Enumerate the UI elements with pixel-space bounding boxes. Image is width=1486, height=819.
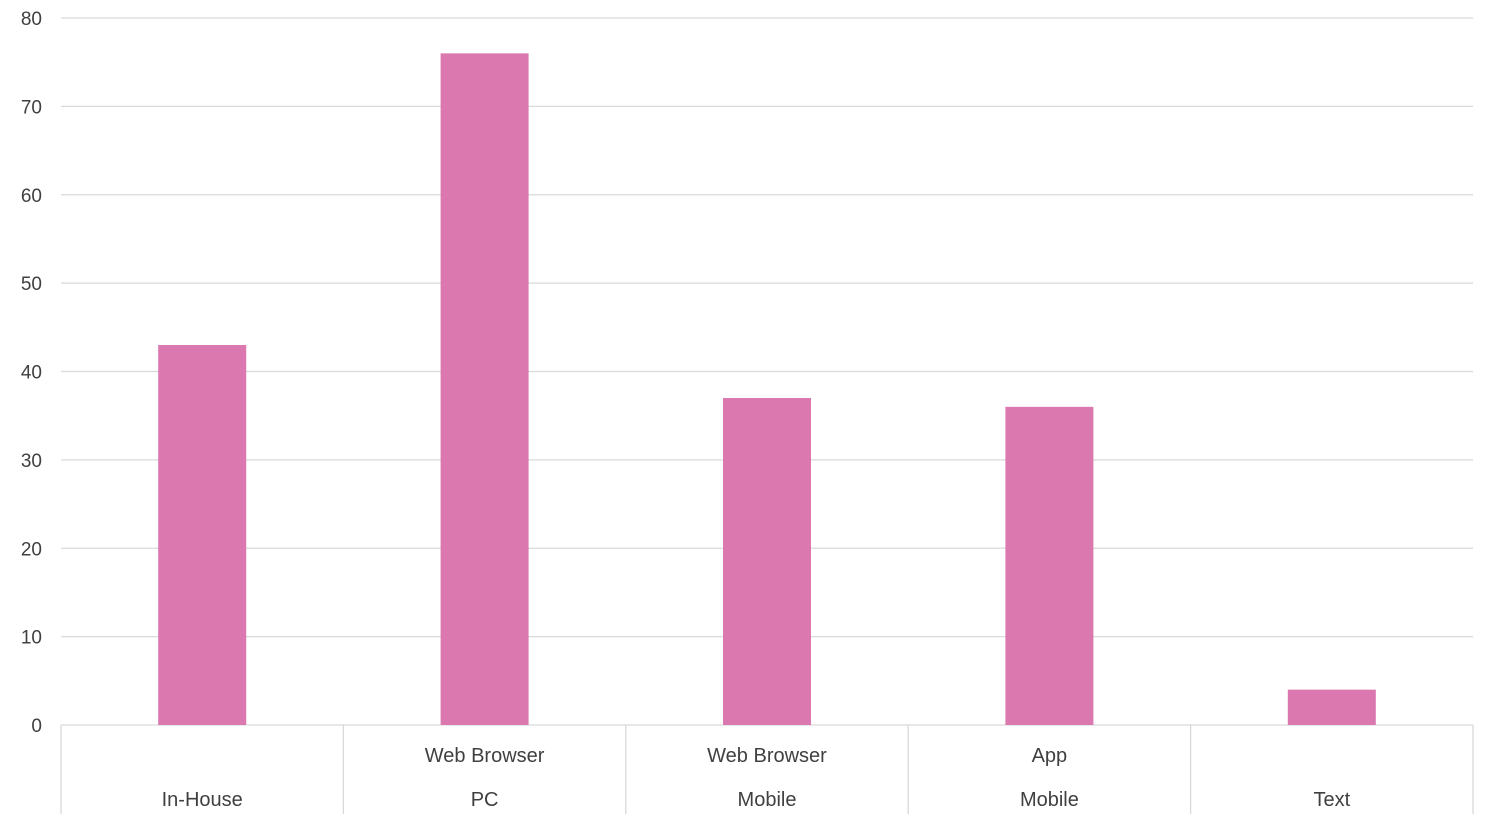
x-category-label-lower: Mobile (738, 789, 797, 811)
y-tick-label: 30 (21, 451, 42, 472)
bar (158, 344, 247, 725)
y-tick-label: 40 (21, 363, 42, 384)
bar (1287, 689, 1376, 725)
x-category-label-upper: Web Browser (425, 745, 545, 767)
y-tick-label: 70 (21, 97, 42, 118)
x-category-label-lower: In-House (162, 789, 243, 811)
x-category-label-lower: Text (1313, 789, 1350, 811)
y-tick-label: 10 (21, 628, 42, 649)
bars (158, 53, 1376, 726)
x-category-label-upper: App (1032, 745, 1068, 767)
x-category-label-lower: Mobile (1020, 789, 1079, 811)
gridlines (60, 17, 1474, 814)
x-axis-categories: In-House Web Browser PC Web Browser Mobile Ap… (162, 745, 1351, 811)
bar (1005, 406, 1094, 725)
y-tick-label: 0 (31, 716, 42, 737)
bar (723, 398, 811, 725)
y-tick-label: 60 (21, 186, 42, 207)
bar (440, 53, 529, 726)
y-tick-label: 80 (21, 9, 42, 30)
x-category-label-lower: PC (471, 789, 499, 811)
y-tick-label: 20 (21, 539, 42, 560)
y-axis-ticks: 0 10 20 30 40 50 60 70 80 (21, 9, 42, 737)
y-tick-label: 50 (21, 274, 42, 295)
x-category-label-upper: Web Browser (707, 745, 827, 767)
